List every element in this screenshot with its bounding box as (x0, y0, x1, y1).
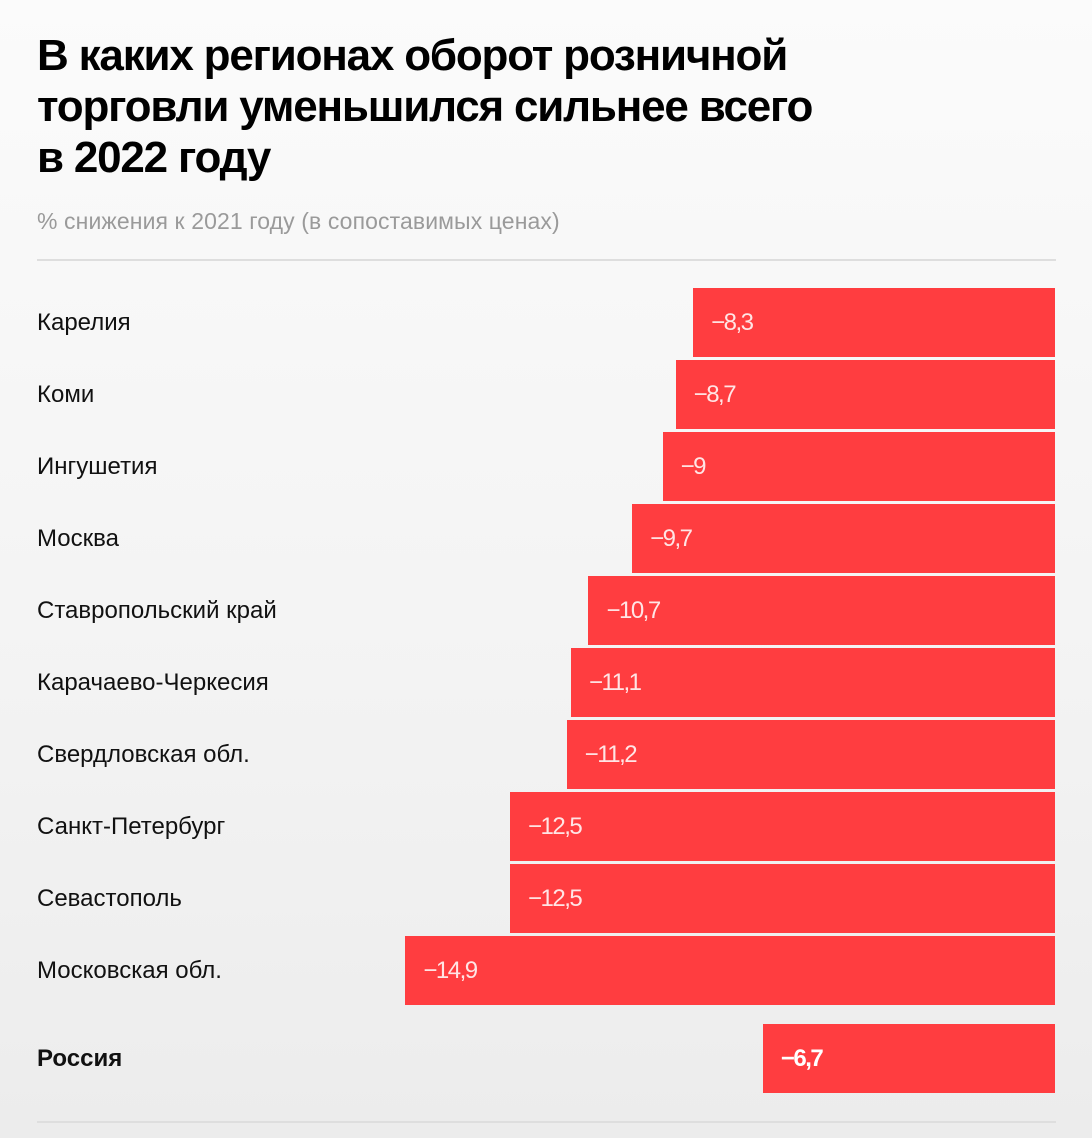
data-label: −11,1 (589, 669, 642, 696)
bar-total: −6,7 (762, 1024, 1055, 1093)
bar: −9,7 (632, 504, 1055, 573)
chart-title-line-3: в 2022 году (37, 133, 271, 182)
data-label: −11,2 (584, 741, 638, 768)
data-label: −12,5 (528, 813, 583, 840)
bar: −12,5 (510, 864, 1055, 933)
chart-title-line-2: торговли уменьшился сильнее всего (37, 82, 813, 131)
chart-title: В каких регионах оборот розничной торгов… (37, 30, 1037, 183)
data-label: −8,3 (711, 309, 754, 336)
bar: −9 (662, 432, 1055, 501)
category-label: Карачаево-Черкесия (37, 669, 269, 696)
category-label: Карелия (37, 309, 131, 336)
chart-subtitle: % снижения к 2021 году (в сопоставимых ц… (37, 208, 560, 234)
category-label: Севастополь (37, 885, 182, 912)
bar: −8,7 (675, 360, 1055, 429)
bar: −14,9 (405, 936, 1055, 1005)
data-label: −14,9 (423, 957, 478, 984)
bar: −8,3 (693, 288, 1055, 357)
top-divider (37, 259, 1056, 261)
data-label: −9 (680, 453, 707, 480)
data-label: −9,7 (650, 525, 693, 552)
category-label: Свердловская обл. (37, 741, 250, 768)
category-label: Московская обл. (37, 957, 222, 984)
category-label: Ингушетия (37, 453, 158, 480)
category-label: Санкт-Петербург (37, 813, 226, 840)
bottom-divider (37, 1121, 1056, 1123)
chart-title-line-1: В каких регионах оборот розничной (37, 31, 788, 80)
bar: −10,7 (588, 576, 1055, 645)
data-label: −12,5 (528, 885, 583, 912)
bar: −12,5 (510, 792, 1055, 861)
data-label: −8,7 (693, 381, 737, 408)
data-label-total: −6,7 (780, 1045, 824, 1072)
category-label: Коми (37, 381, 95, 408)
category-label-total: Россия (37, 1045, 123, 1072)
bar: −11,2 (566, 720, 1055, 789)
bar: −11,1 (571, 648, 1055, 717)
category-label: Москва (37, 525, 119, 552)
data-label: −10,7 (606, 597, 661, 624)
category-label: Ставропольский край (37, 597, 277, 624)
